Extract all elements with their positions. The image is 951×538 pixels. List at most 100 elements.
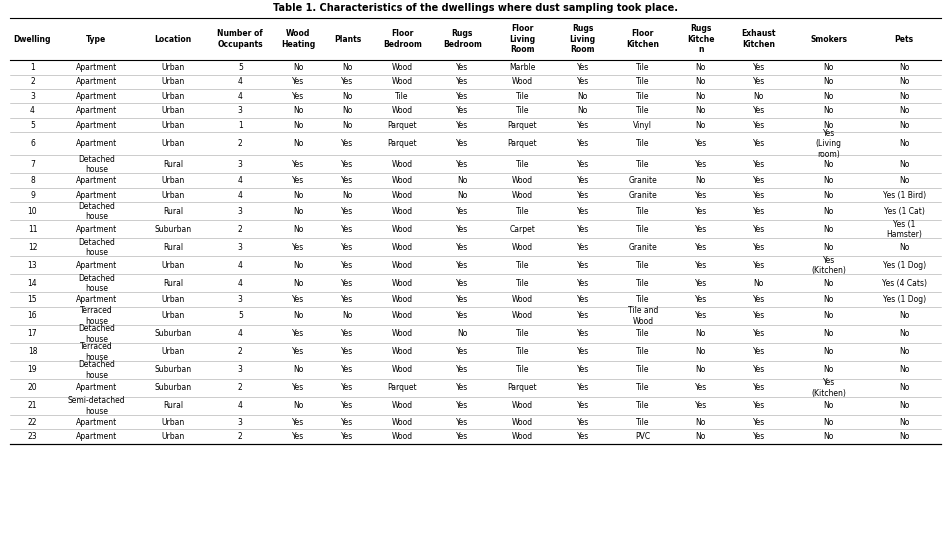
Text: Yes: Yes bbox=[292, 77, 304, 86]
Text: No: No bbox=[824, 312, 834, 321]
Text: Parquet: Parquet bbox=[387, 139, 417, 148]
Text: Yes: Yes bbox=[456, 261, 469, 270]
Text: Yes: Yes bbox=[341, 207, 354, 216]
Text: Yes: Yes bbox=[752, 432, 765, 441]
Text: Yes: Yes bbox=[456, 63, 469, 72]
Text: Urban: Urban bbox=[162, 191, 184, 200]
Text: No: No bbox=[899, 243, 909, 252]
Text: Wood: Wood bbox=[392, 191, 413, 200]
Text: Tile: Tile bbox=[636, 106, 650, 115]
Text: Yes: Yes bbox=[341, 176, 354, 185]
Text: No: No bbox=[824, 365, 834, 374]
Text: 4: 4 bbox=[238, 261, 243, 270]
Text: Wood: Wood bbox=[392, 401, 413, 410]
Text: Granite: Granite bbox=[629, 176, 657, 185]
Text: 4: 4 bbox=[238, 77, 243, 86]
Text: No: No bbox=[824, 225, 834, 234]
Text: No: No bbox=[824, 191, 834, 200]
Text: No: No bbox=[457, 176, 468, 185]
Text: Urban: Urban bbox=[162, 176, 184, 185]
Text: Yes: Yes bbox=[576, 225, 589, 234]
Text: Urban: Urban bbox=[162, 92, 184, 101]
Text: Yes: Yes bbox=[576, 77, 589, 86]
Text: Yes: Yes bbox=[456, 243, 469, 252]
Text: Yes: Yes bbox=[752, 139, 765, 148]
Text: Wood: Wood bbox=[392, 329, 413, 338]
Text: No: No bbox=[899, 139, 909, 148]
Text: No: No bbox=[899, 63, 909, 72]
Text: Yes: Yes bbox=[752, 121, 765, 130]
Text: No: No bbox=[824, 106, 834, 115]
Text: Urban: Urban bbox=[162, 312, 184, 321]
Text: No: No bbox=[695, 329, 706, 338]
Text: Suburban: Suburban bbox=[154, 225, 191, 234]
Text: Tile: Tile bbox=[636, 348, 650, 357]
Text: Tile: Tile bbox=[636, 417, 650, 427]
Text: No: No bbox=[293, 207, 303, 216]
Text: Yes (1 Bird): Yes (1 Bird) bbox=[883, 191, 926, 200]
Text: Granite: Granite bbox=[629, 191, 657, 200]
Text: Yes: Yes bbox=[752, 261, 765, 270]
Text: Yes: Yes bbox=[341, 329, 354, 338]
Text: No: No bbox=[342, 92, 353, 101]
Text: Carpet: Carpet bbox=[510, 225, 535, 234]
Text: No: No bbox=[342, 63, 353, 72]
Text: No: No bbox=[457, 329, 468, 338]
Text: 12: 12 bbox=[28, 243, 37, 252]
Text: 3: 3 bbox=[238, 295, 243, 305]
Text: Vinyl: Vinyl bbox=[633, 121, 652, 130]
Text: Pets: Pets bbox=[895, 34, 914, 44]
Text: 10: 10 bbox=[28, 207, 37, 216]
Text: 4: 4 bbox=[238, 329, 243, 338]
Text: Yes: Yes bbox=[456, 348, 469, 357]
Text: No: No bbox=[293, 106, 303, 115]
Text: Yes: Yes bbox=[341, 261, 354, 270]
Text: Yes: Yes bbox=[576, 295, 589, 305]
Text: Urban: Urban bbox=[162, 63, 184, 72]
Text: Parquet: Parquet bbox=[387, 121, 417, 130]
Text: Yes: Yes bbox=[695, 243, 707, 252]
Text: Tile: Tile bbox=[515, 261, 530, 270]
Text: Yes: Yes bbox=[752, 176, 765, 185]
Text: Wood: Wood bbox=[512, 401, 534, 410]
Text: No: No bbox=[899, 121, 909, 130]
Text: Yes: Yes bbox=[695, 401, 707, 410]
Text: Location: Location bbox=[154, 34, 192, 44]
Text: Yes: Yes bbox=[576, 121, 589, 130]
Text: Yes: Yes bbox=[341, 417, 354, 427]
Text: Yes: Yes bbox=[456, 432, 469, 441]
Text: Yes (1
Hamster): Yes (1 Hamster) bbox=[886, 220, 922, 239]
Text: No: No bbox=[293, 225, 303, 234]
Text: No: No bbox=[293, 63, 303, 72]
Text: No: No bbox=[695, 106, 706, 115]
Text: No: No bbox=[577, 92, 588, 101]
Text: No: No bbox=[824, 401, 834, 410]
Text: 4: 4 bbox=[238, 279, 243, 288]
Text: No: No bbox=[824, 432, 834, 441]
Text: Yes: Yes bbox=[752, 401, 765, 410]
Text: 8: 8 bbox=[30, 176, 35, 185]
Text: Yes: Yes bbox=[456, 77, 469, 86]
Text: Wood: Wood bbox=[512, 243, 534, 252]
Text: Tile: Tile bbox=[636, 401, 650, 410]
Text: Yes: Yes bbox=[576, 312, 589, 321]
Text: Yes: Yes bbox=[292, 432, 304, 441]
Text: Terraced
house: Terraced house bbox=[80, 306, 113, 325]
Text: Tile: Tile bbox=[636, 92, 650, 101]
Text: Floor
Living
Room: Floor Living Room bbox=[510, 24, 535, 54]
Text: Rugs
Bedroom: Rugs Bedroom bbox=[443, 29, 482, 49]
Text: Yes: Yes bbox=[752, 77, 765, 86]
Text: Yes: Yes bbox=[456, 121, 469, 130]
Text: Apartment: Apartment bbox=[76, 106, 117, 115]
Text: Tile: Tile bbox=[636, 261, 650, 270]
Text: Suburban: Suburban bbox=[154, 384, 191, 393]
Text: Tile: Tile bbox=[636, 63, 650, 72]
Text: No: No bbox=[824, 207, 834, 216]
Text: No: No bbox=[457, 191, 468, 200]
Text: Yes: Yes bbox=[341, 243, 354, 252]
Text: Yes: Yes bbox=[576, 207, 589, 216]
Text: 2: 2 bbox=[238, 139, 243, 148]
Text: No: No bbox=[899, 77, 909, 86]
Text: 23: 23 bbox=[28, 432, 37, 441]
Text: No: No bbox=[899, 176, 909, 185]
